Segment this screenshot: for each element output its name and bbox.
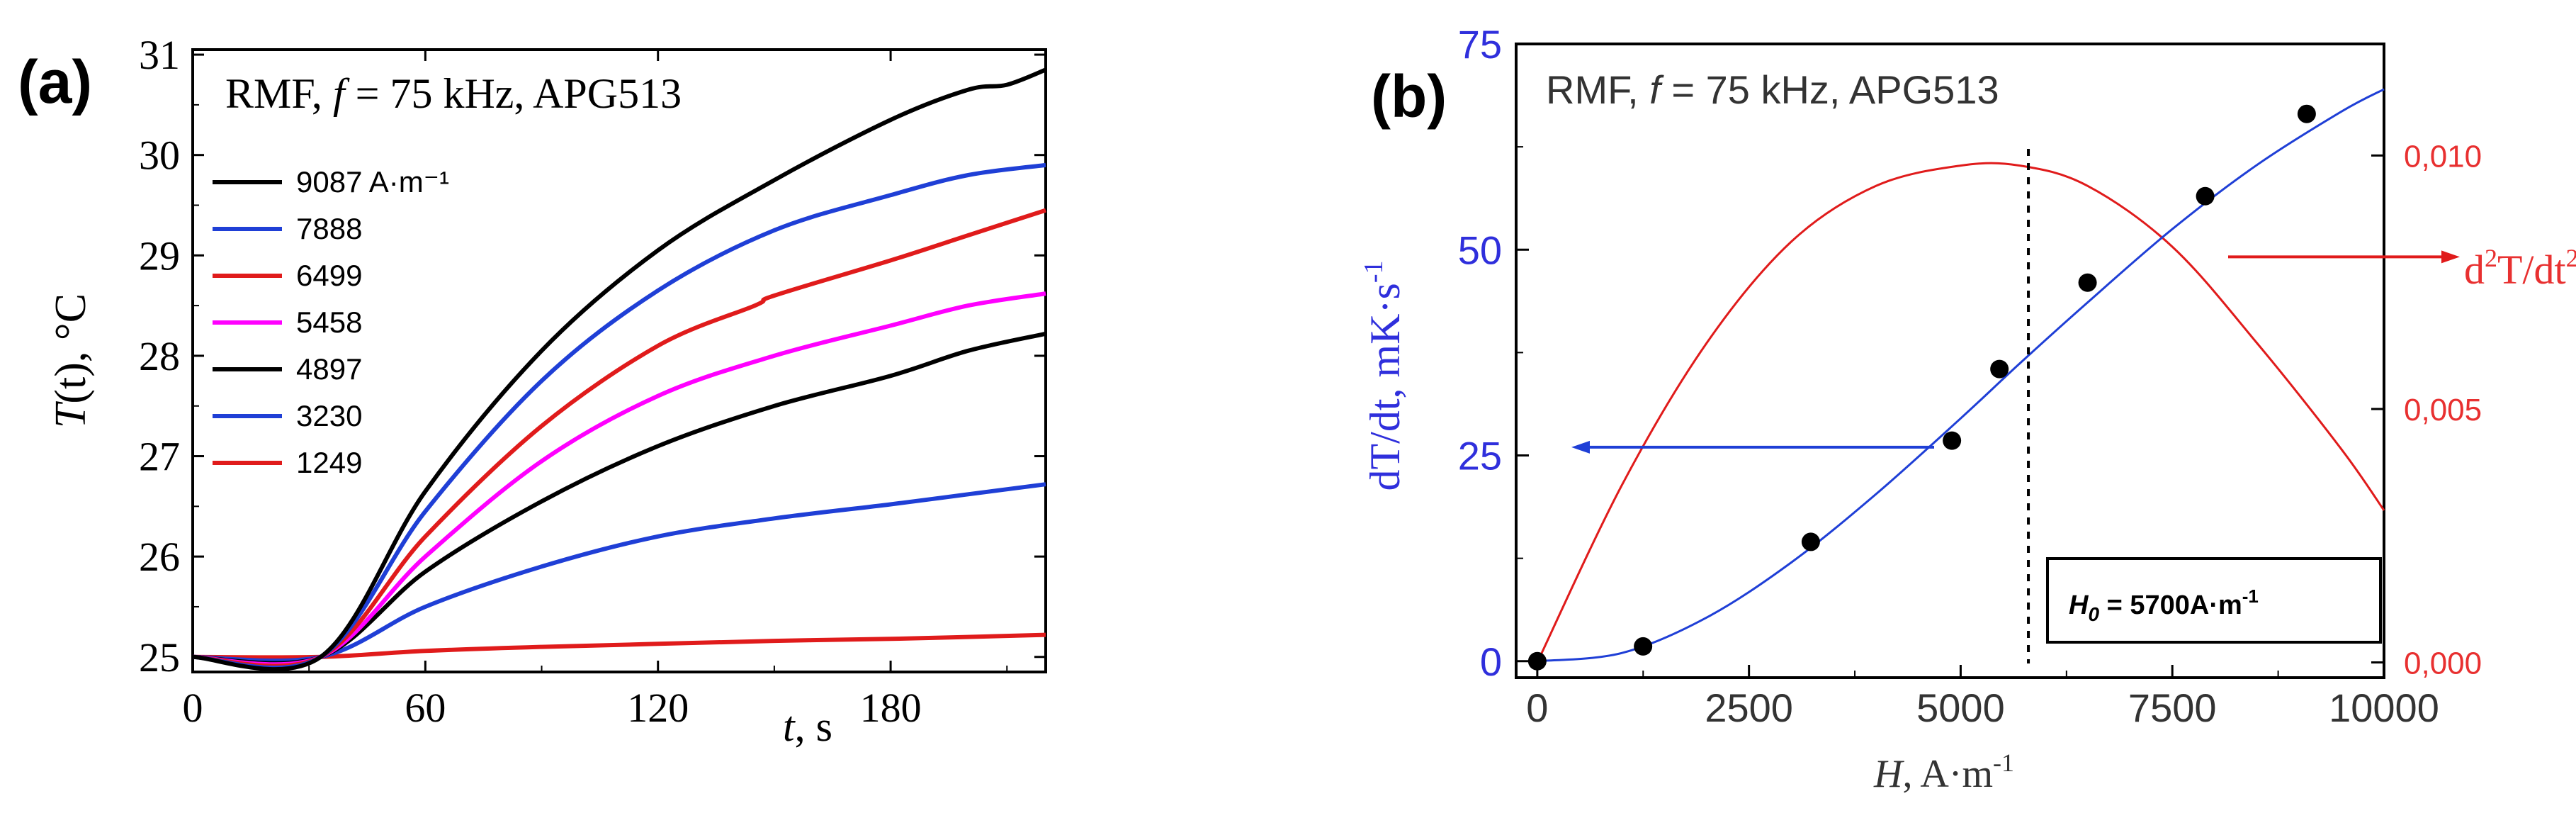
y-tick-label: 28 (139, 333, 180, 379)
panel-b-axis-arrows (1571, 250, 2460, 454)
panel-a-x-axis-label: t, s (783, 703, 832, 750)
legend-label: 5458 (296, 306, 362, 339)
panel-a-y-axis-label: T(t), °C (47, 293, 95, 428)
y-tick-label: 31 (139, 32, 180, 78)
series-line (192, 67, 1047, 672)
panel-a-axes-frame (191, 48, 1047, 673)
y-tick-label: 26 (139, 534, 180, 580)
series-line (192, 291, 1046, 667)
x-tick-label: 10000 (2329, 685, 2439, 730)
h0-annotation-box: H0 = 5700A·m-1 (2046, 557, 2382, 644)
x-tick-label: 120 (627, 685, 689, 731)
series-line (192, 632, 1046, 660)
panel-b-title: RMF, f = 75 kHz, APG513 (1546, 67, 1999, 112)
data-point (1943, 431, 1962, 450)
legend-label: 7888 (296, 212, 362, 245)
y-tick-label: 27 (139, 434, 180, 480)
x-tick-label: 0 (1526, 685, 1548, 730)
panel-a-legend: 9087 A·m⁻¹ 7888 6499 5458 4897 3230 1249 (213, 165, 449, 479)
legend-label: 6499 (296, 259, 362, 292)
right-y-tick-label: 0,000 (2404, 646, 2482, 681)
panel-a-series (192, 67, 1047, 672)
panel-b-right-y-axis-label: d2T/dt2 (2464, 244, 2576, 293)
legend-label: 9087 A·m⁻¹ (296, 165, 449, 198)
panel-a-x-ticks: 0 60 120 180 (183, 50, 1008, 731)
data-point (2078, 273, 2097, 292)
panel-b-right-y-ticks: 0,000 0,005 0,010 (2371, 139, 2482, 681)
right-axis-arrowhead (2441, 250, 2460, 264)
h0-annotation-text: H0 = 5700A·m-1 (2069, 586, 2259, 625)
x-tick-label: 0 (183, 685, 203, 731)
panel-b-label: (b) (1371, 63, 1447, 130)
data-point (1990, 359, 2009, 379)
data-point (2196, 186, 2215, 206)
series-line (192, 208, 1046, 668)
x-tick-label: 5000 (1916, 685, 2005, 730)
panel-b-left-y-axis-label: dT/dt, mK·s-1 (1359, 261, 1408, 491)
x-tick-label: 7500 (2128, 685, 2217, 730)
panel-b-x-ticks: 0 2500 5000 7500 10000 (1526, 665, 2439, 730)
y-tick-label: 30 (139, 133, 180, 179)
x-tick-label: 60 (405, 685, 446, 731)
fit-curve (1537, 88, 2385, 663)
panel-a-label: (a) (18, 48, 92, 116)
x-tick-label: 180 (860, 685, 922, 731)
panel-b: (b) 0 25 50 75 0,000 0,005 0,010 0 2500 5000 750… (1359, 22, 2576, 796)
left-y-tick-label: 50 (1458, 228, 1502, 272)
left-y-tick-label: 0 (1480, 639, 1502, 684)
panel-b-curves (1536, 88, 2385, 663)
data-point (1801, 532, 1820, 551)
left-y-tick-label: 75 (1458, 22, 1502, 67)
x-tick-label: 2500 (1705, 685, 1793, 730)
y-tick-label: 25 (139, 634, 180, 680)
panel-b-x-axis-label: H, A·m-1 (1873, 749, 2014, 796)
right-y-tick-label: 0,005 (2404, 393, 2482, 427)
panel-a: (a) 25 26 27 28 29 30 31 0 60 120 180 9087 A·m⁻¹ 7… (18, 32, 1047, 750)
y-tick-label: 29 (139, 232, 180, 279)
second-derivative-curve (1536, 162, 2385, 663)
left-y-tick-label: 25 (1458, 434, 1502, 478)
right-y-tick-label: 0,010 (2404, 139, 2482, 174)
panel-b-left-y-ticks: 0 25 50 75 (1458, 22, 1529, 684)
legend-label: 4897 (296, 352, 362, 386)
left-axis-arrowhead (1571, 440, 1590, 454)
panel-a-y-ticks: 25 26 27 28 29 30 31 (139, 32, 1046, 680)
legend-label: 1249 (296, 446, 362, 479)
panel-b-data-points (1527, 104, 2316, 671)
panel-b-axes-frame (1515, 43, 2385, 679)
data-point (1634, 637, 1653, 656)
data-point (2297, 104, 2316, 123)
h0-annotation-frame (2046, 557, 2382, 644)
data-point (1527, 651, 1547, 671)
panel-a-title: RMF, f = 75 kHz, APG513 (225, 70, 682, 117)
series-line (192, 482, 1046, 663)
legend-label: 3230 (296, 399, 362, 432)
